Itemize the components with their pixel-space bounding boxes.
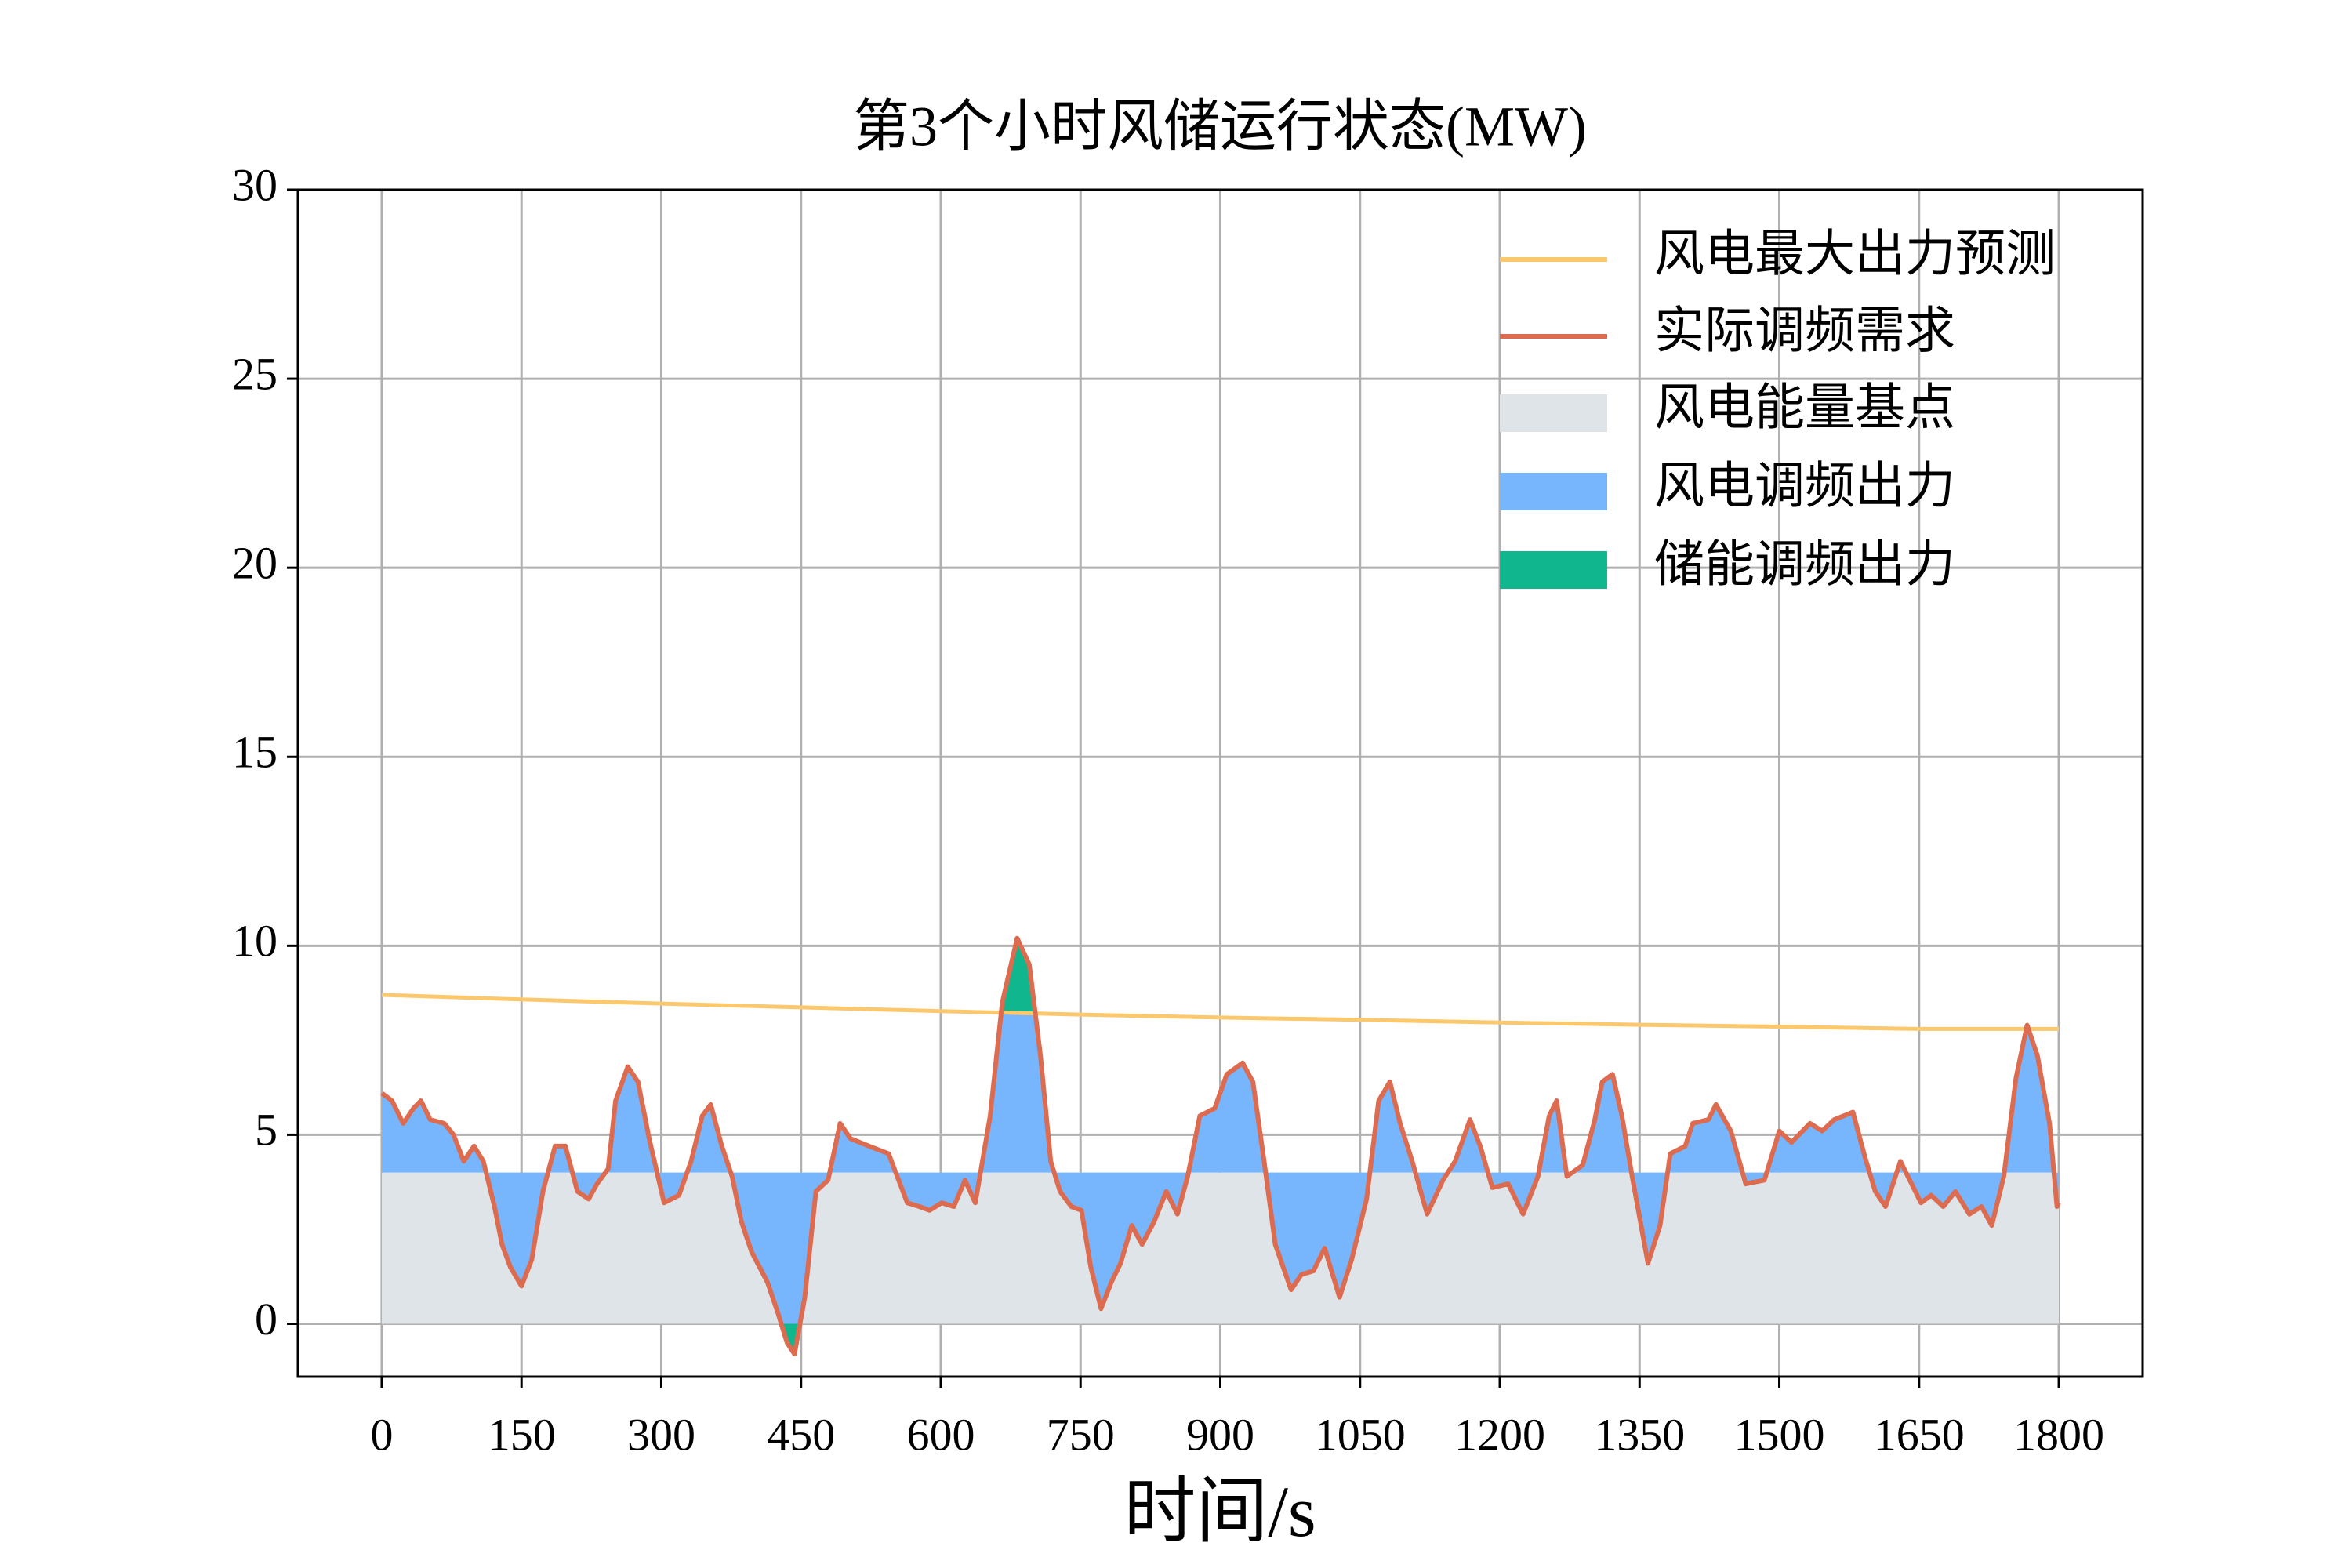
x-tick-label: 1650 [1874, 1409, 1965, 1460]
legend-label: 风电调频出力 [1654, 459, 1955, 514]
series-line [381, 993, 2059, 1031]
legend-swatch [1500, 473, 1607, 510]
series-line [380, 935, 2061, 1357]
legend-swatch [1500, 551, 1607, 589]
y-tick-label: 5 [255, 1105, 278, 1156]
base-area [382, 1172, 2059, 1324]
y-tick-label: 15 [232, 727, 278, 778]
y-tick-label: 30 [232, 159, 278, 210]
storage-regulation-area [382, 938, 2059, 1355]
x-tick-label: 1800 [2013, 1409, 2104, 1460]
x-tick-label: 900 [1186, 1409, 1254, 1460]
chart-title: 第3个小时风储运行状态(MW) [853, 96, 1587, 158]
y-tick-label: 10 [232, 916, 278, 967]
legend-label: 实际调频需求 [1654, 303, 1955, 359]
x-tick-label: 150 [488, 1409, 556, 1460]
legend-label: 储能调频出力 [1654, 537, 1955, 593]
x-tick-label: 600 [906, 1409, 975, 1460]
legend-swatch [1500, 394, 1607, 432]
x-tick-label: 750 [1047, 1409, 1115, 1460]
x-tick-label: 1050 [1315, 1409, 1406, 1460]
x-tick-label: 1350 [1594, 1409, 1685, 1460]
x-tick-label: 1500 [1734, 1409, 1825, 1460]
y-tick-label: 20 [232, 537, 278, 588]
x-tick-label: 0 [370, 1409, 393, 1460]
y-tick-label: 25 [232, 348, 278, 399]
legend-label: 风电最大出力预测 [1654, 227, 2056, 282]
legend-label: 风电能量基点 [1654, 380, 1955, 436]
x-tick-label: 300 [627, 1409, 695, 1460]
x-axis-label: 时间/s [1123, 1472, 1316, 1552]
y-tick-label: 0 [255, 1294, 278, 1345]
x-tick-label: 1200 [1454, 1409, 1545, 1460]
plot-area [380, 935, 2061, 1357]
axes: 0 150 300 450 600 750 900 1050 1200 1350 1500 1650 1… [232, 159, 2104, 1460]
x-tick-label: 450 [767, 1409, 835, 1460]
